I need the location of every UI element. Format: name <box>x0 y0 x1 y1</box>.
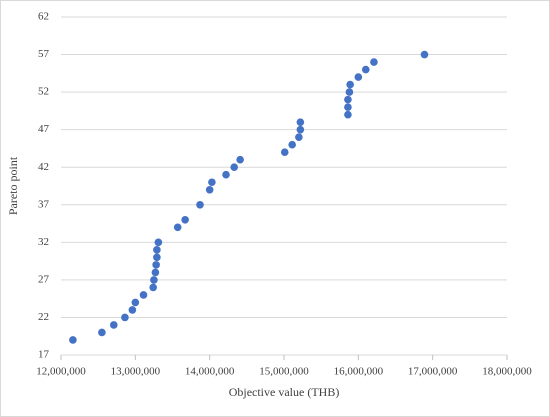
y-tick-label: 42 <box>38 161 49 173</box>
point <box>280 148 289 156</box>
point <box>344 95 352 104</box>
x-axis-title: Objective value (THB) <box>229 385 340 399</box>
point <box>295 133 303 141</box>
point <box>121 313 129 322</box>
point <box>131 298 140 307</box>
point <box>150 276 158 284</box>
point <box>173 223 182 232</box>
y-tick-label: 47 <box>38 123 50 135</box>
point <box>181 216 189 224</box>
point <box>296 125 305 134</box>
point <box>370 58 378 66</box>
point <box>153 253 161 262</box>
point <box>153 246 161 254</box>
x-tick-label: 16,000,000 <box>334 366 384 378</box>
y-tick-label: 22 <box>38 311 49 323</box>
point <box>346 80 354 89</box>
y-tick-label: 17 <box>38 349 50 361</box>
x-tick-label: 14,000,000 <box>185 366 235 378</box>
point <box>230 163 238 172</box>
y-tick-label: 57 <box>38 48 50 60</box>
y-tick-label: 62 <box>38 11 49 23</box>
x-tick-label: 18,000,000 <box>482 366 532 378</box>
point <box>152 261 160 269</box>
x-tick-label: 12,000,000 <box>36 366 86 378</box>
point <box>354 73 363 81</box>
y-tick-label: 52 <box>38 86 49 98</box>
point <box>288 140 296 149</box>
point <box>109 321 118 329</box>
point <box>344 110 352 119</box>
y-tick-label: 37 <box>38 198 50 210</box>
point <box>345 88 354 96</box>
y-tick-label: 27 <box>38 273 50 285</box>
point <box>128 306 137 314</box>
point <box>154 238 163 247</box>
point <box>196 200 204 209</box>
point <box>361 65 370 74</box>
point <box>139 291 148 299</box>
x-tick-label: 17,000,000 <box>408 366 458 378</box>
x-tick-label: 13,000,000 <box>111 366 161 378</box>
point <box>236 155 244 164</box>
point <box>420 50 429 59</box>
y-tick-label: 32 <box>38 236 49 248</box>
point <box>69 336 77 344</box>
point <box>208 178 216 187</box>
point <box>98 328 106 337</box>
point <box>222 170 230 179</box>
point <box>344 103 352 111</box>
point <box>151 268 160 277</box>
x-tick-label: 15,000,000 <box>259 366 309 378</box>
point <box>205 185 214 194</box>
point <box>296 118 305 126</box>
point <box>149 283 157 292</box>
y-axis-title: Pareto point <box>6 156 20 215</box>
